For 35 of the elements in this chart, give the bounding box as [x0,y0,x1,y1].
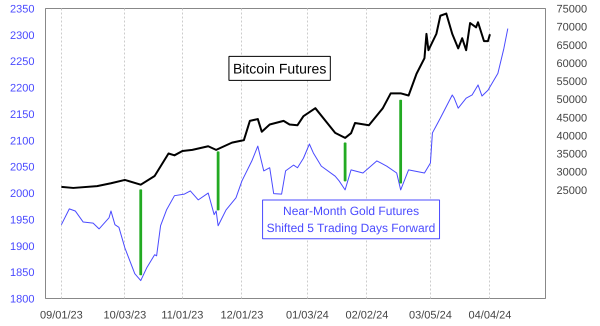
y-tick-label: 2100 [10,135,35,148]
x-tick-label: 03/05/24 [409,310,452,322]
y-tick-label: 2200 [10,82,35,95]
y2-tick-label: 75000 [556,4,588,16]
y-tick-label: 2250 [10,56,35,68]
line-series [60,12,491,189]
y2-tick-label: 50000 [556,94,588,106]
x-tick-label: 12/01/23 [220,310,264,322]
y-tick-label: 2300 [10,30,35,42]
y2-tick-label: 60000 [556,58,588,70]
y2-tick-label: 65000 [556,40,588,52]
line-series [60,28,508,282]
x-tick-label: 11/01/23 [161,310,204,322]
series-label: Near-Month Gold Futures Shifted 5 Trading Days Forward [266,204,436,235]
y2-tick-label: 30000 [556,166,588,179]
y-tick-label: 1800 [10,294,35,306]
y-tick-label: 1950 [10,214,35,226]
y2-tick-label: 35000 [556,148,588,160]
y-tick-label: 2150 [10,108,35,121]
y2-tick-label: 45000 [556,112,588,124]
y-tick-label: 2050 [10,162,35,174]
y-tick-label: 1850 [10,267,35,280]
y-tick-label: 1900 [10,240,35,253]
x-tick-label: 04/04/24 [468,310,512,322]
x-tick-label: 01/03/24 [286,310,329,322]
x-tick-label: 09/01/23 [40,310,83,322]
y-tick-label: 2000 [10,188,35,200]
x-tick-label: 02/02/24 [346,310,388,322]
x-tick-label: 10/03/23 [103,310,146,322]
text: Bitcoin Futures [232,60,326,76]
y-tick-label: 2350 [10,4,35,16]
y2-tick-label: 40000 [556,130,588,142]
y2-tick-label: 70000 [556,22,588,34]
y2-tick-label: 25000 [556,184,588,197]
y2-tick-label: 55000 [556,76,588,88]
